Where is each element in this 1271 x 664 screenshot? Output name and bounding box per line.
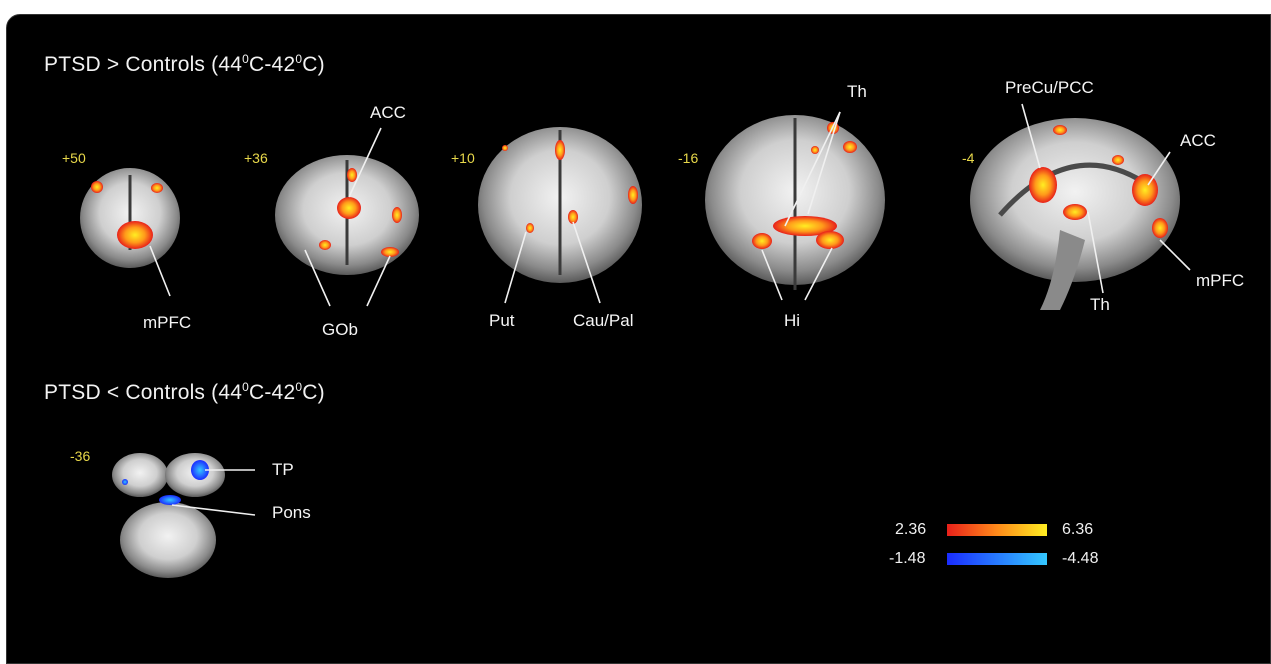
colorbar-positive	[947, 524, 1047, 536]
slice-label: -4	[962, 150, 975, 166]
region-label-pons: Pons	[272, 503, 311, 522]
brain-slice-plus50	[80, 168, 180, 268]
region-label-tp: TP	[272, 460, 294, 479]
leader-lines	[149, 103, 1191, 516]
region-label-th-sagittal: Th	[1090, 295, 1110, 314]
region-label-mpfc: mPFC	[143, 313, 192, 332]
region-label-put: Put	[489, 311, 515, 330]
region-label-acc: ACC	[370, 103, 406, 122]
slice-label: -16	[678, 150, 699, 166]
slice-label: +36	[244, 150, 268, 166]
region-label-mpfc-sagittal: mPFC	[1196, 271, 1245, 290]
slice-label: +50	[62, 150, 86, 166]
region-label-th: Th	[847, 82, 867, 101]
colorbar-neg-min: -1.48	[889, 550, 926, 567]
slice-label: -36	[70, 448, 91, 464]
colorbar-pos-max: 6.36	[1062, 521, 1094, 538]
region-label-cau-pal: Cau/Pal	[573, 311, 634, 330]
brain-slice-plus36	[275, 155, 419, 275]
region-label-hi: Hi	[784, 311, 801, 330]
region-label-precu-pcc: PreCu/PCC	[1005, 78, 1094, 97]
region-label-acc-sagittal: ACC	[1180, 131, 1216, 150]
region-label-gob: GOb	[322, 320, 358, 339]
brain-slice-plus10	[478, 127, 642, 283]
colorbar-negative	[947, 553, 1047, 565]
title-ptsd-greater: PTSD > Controls (440C-420C)	[44, 52, 325, 76]
title-ptsd-less: PTSD < Controls (440C-420C)	[44, 380, 325, 404]
slice-label: +10	[451, 150, 475, 166]
colorbar-neg-max: -4.48	[1062, 550, 1099, 567]
brain-slice-minus36	[112, 453, 225, 578]
brain-slice-minus16	[705, 115, 885, 290]
colorbar-pos-min: 2.36	[895, 521, 927, 538]
brain-slice-minus4	[970, 118, 1180, 310]
